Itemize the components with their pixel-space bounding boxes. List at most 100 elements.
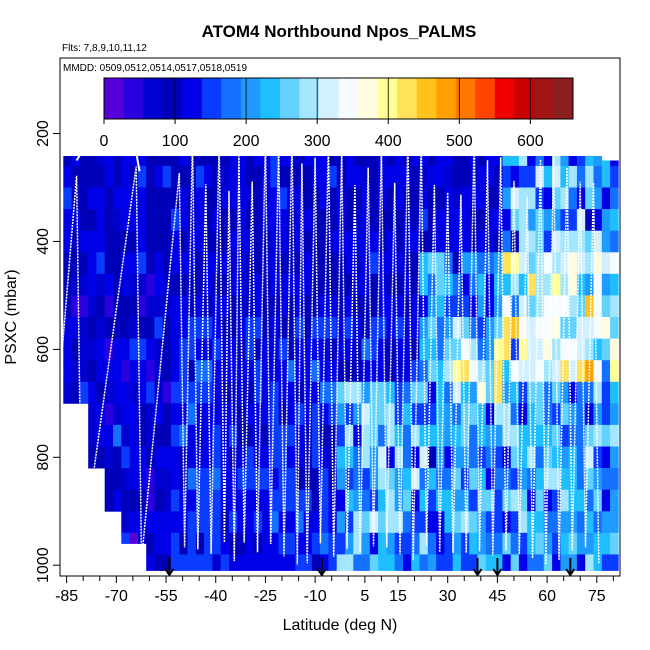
heatmap-cell (146, 532, 155, 555)
heatmap-cell (427, 230, 437, 253)
colorbar-swatch (143, 78, 164, 119)
colorbar-swatch (436, 78, 457, 119)
heatmap-cell (129, 424, 139, 447)
heatmap-cell (278, 165, 288, 188)
heatmap-cell (328, 295, 337, 318)
heatmap-cell (469, 446, 478, 469)
heatmap-cell (63, 381, 72, 404)
heatmap-cell (543, 403, 553, 426)
heatmap-cell (237, 252, 246, 275)
heatmap-cell (336, 252, 346, 275)
heatmap-cell (593, 381, 603, 404)
heatmap-cell (113, 360, 122, 383)
heatmap-cell (146, 511, 155, 534)
heatmap-cell (204, 295, 213, 318)
heatmap-cell (543, 147, 553, 167)
heatmap-cell (576, 165, 586, 188)
heatmap-cell (460, 511, 470, 534)
heatmap-cell (229, 252, 238, 275)
heatmap-cell (477, 147, 487, 167)
heatmap-cell (162, 511, 172, 534)
heatmap-cell (187, 295, 197, 318)
heatmap-cell (104, 147, 114, 167)
heatmap-cell (601, 381, 611, 404)
heatmap-cell (328, 424, 337, 447)
heatmap-cell (353, 446, 362, 469)
heatmap-cell (610, 160, 619, 167)
heatmap-cell (295, 554, 304, 571)
heatmap-cell (146, 338, 155, 361)
heatmap-cell (63, 209, 72, 231)
heatmap-cell (411, 252, 420, 275)
heatmap-cell (79, 209, 89, 231)
heatmap-cell (411, 147, 420, 167)
heatmap-cell (576, 273, 586, 296)
heatmap-cell (419, 230, 429, 253)
heatmap-cell (427, 489, 437, 512)
heatmap-cell (287, 489, 296, 512)
heatmap-cell (212, 554, 221, 571)
heatmap-cell (552, 230, 561, 253)
heatmap-cell (179, 252, 188, 275)
heatmap-cell (204, 532, 213, 555)
heatmap-cell (245, 230, 255, 253)
heatmap-cell (452, 554, 462, 571)
heatmap-cell (270, 424, 279, 447)
heatmap-cell (543, 338, 553, 361)
heatmap-cell (179, 317, 188, 339)
heatmap-cell (129, 489, 139, 512)
heatmap-cell (369, 446, 379, 469)
heatmap-cell (460, 209, 470, 231)
heatmap-cell (535, 147, 545, 167)
heatmap-cell (253, 317, 263, 339)
heatmap-cell (253, 468, 263, 490)
heatmap-cell (303, 532, 313, 555)
heatmap-cell (560, 424, 569, 447)
heatmap-cell (311, 554, 321, 571)
heatmap-cell (361, 295, 371, 318)
heatmap-cell (403, 338, 412, 361)
heatmap-cell (171, 317, 180, 339)
heatmap-cell (79, 338, 89, 361)
heatmap-cell (502, 489, 511, 512)
flights-label: Flts: 7,8,9,10,11,12 (62, 43, 147, 54)
heatmap-cell (518, 424, 528, 447)
heatmap-cell (63, 230, 72, 253)
heatmap-cell (154, 147, 163, 167)
heatmap-cell (411, 209, 420, 231)
heatmap-cell (287, 511, 296, 534)
heatmap-cell (593, 338, 603, 361)
colorbar-swatch (299, 78, 320, 119)
y-axis: 200 400 600 800 1000 (35, 120, 60, 583)
heatmap-cell (146, 209, 155, 231)
heatmap-cell (96, 381, 105, 404)
heatmap-cell (601, 424, 611, 447)
heatmap-cell (601, 532, 611, 555)
heatmap-cell (378, 424, 387, 447)
heatmap-cell (568, 360, 578, 383)
heatmap-cell (535, 511, 545, 534)
heatmap-cell (253, 360, 263, 383)
heatmap-cell (576, 511, 586, 534)
heatmap-cell (469, 209, 478, 231)
heatmap-cell (187, 209, 197, 231)
heatmap-cell (394, 424, 404, 447)
heatmap-cell (179, 532, 188, 555)
heatmap-cell (287, 317, 296, 339)
heatmap-cell (552, 209, 561, 231)
heatmap-cell (121, 187, 130, 210)
heatmap-cell (535, 317, 545, 339)
heatmap-cell (419, 446, 429, 469)
heatmap-cell (436, 338, 445, 361)
heatmap-cell (328, 209, 337, 231)
heatmap-cell (535, 252, 545, 275)
heatmap-cell (270, 273, 279, 296)
heatmap-cell (345, 273, 354, 296)
heatmap-cell (245, 381, 255, 404)
heatmap-cell (552, 360, 561, 383)
heatmap-cell (295, 252, 304, 275)
heatmap-cell (162, 424, 172, 447)
dates-label: MMDD: 0509,0512,0514,0517,0518,0519 (63, 63, 247, 74)
heatmap-cell (502, 360, 511, 383)
